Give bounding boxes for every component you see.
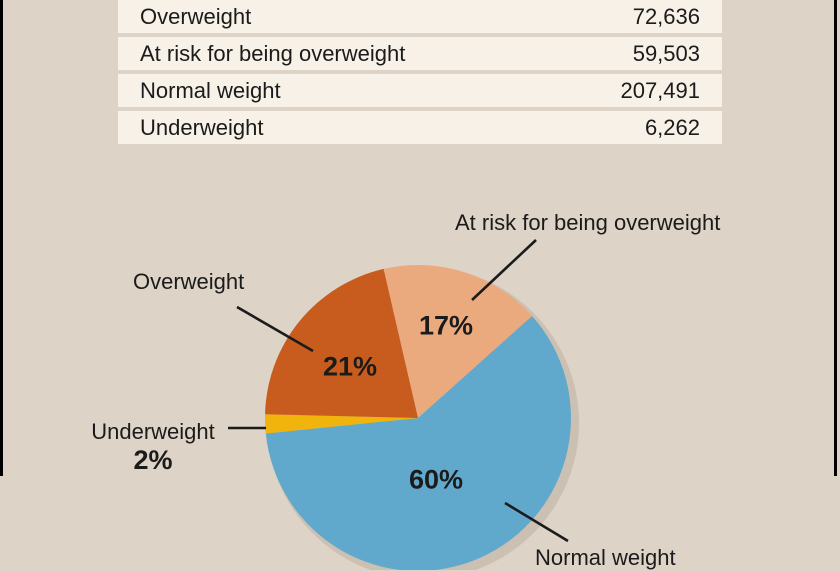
weight-data-table: Overweight 72,636 At risk for being over… bbox=[118, 0, 722, 148]
table-row: Underweight 6,262 bbox=[118, 111, 722, 144]
pie-slice-3 bbox=[265, 414, 418, 434]
slice-label-at-risk: At risk for being overweight bbox=[455, 210, 721, 235]
pct-label-underweight: 2% bbox=[133, 445, 173, 475]
leader-line-normal-weight bbox=[504, 501, 569, 543]
slice-label-underweight-block: Underweight 2% bbox=[83, 418, 223, 475]
pie-slices bbox=[265, 264, 571, 570]
table-row: Normal weight 207,491 bbox=[118, 74, 722, 107]
table-row: Overweight 72,636 bbox=[118, 0, 722, 33]
table-row-value: 59,503 bbox=[632, 41, 700, 66]
pct-label-at-risk: 17% bbox=[418, 310, 474, 341]
table-row-label: At risk for being overweight bbox=[140, 41, 406, 66]
leader-line-overweight bbox=[236, 305, 314, 353]
slice-label-overweight: Overweight bbox=[133, 269, 245, 294]
pie-slice-1 bbox=[383, 264, 533, 418]
right-edge-bar bbox=[834, 0, 837, 476]
leader-lines bbox=[228, 239, 569, 543]
pie-slice-4 bbox=[265, 268, 418, 418]
table-row-value: 207,491 bbox=[620, 78, 700, 103]
table-row: At risk for being overweight 59,503 bbox=[118, 37, 722, 70]
table-row-label: Underweight bbox=[140, 115, 264, 140]
pie-slice-2 bbox=[265, 316, 571, 570]
pct-label-overweight: 21% bbox=[322, 351, 378, 382]
table-row-value: 6,262 bbox=[644, 115, 700, 140]
slice-label-normal-weight: Normal weight bbox=[535, 545, 676, 570]
table-row-value: 72,636 bbox=[632, 4, 700, 29]
slice-label-underweight: Underweight bbox=[91, 419, 215, 444]
leader-line-at-risk bbox=[471, 239, 537, 301]
pct-label-normal-weight: 60% bbox=[408, 464, 464, 495]
left-edge-bar bbox=[0, 0, 3, 476]
table-row-label: Normal weight bbox=[140, 78, 281, 103]
table-row-label: Overweight bbox=[140, 4, 252, 29]
